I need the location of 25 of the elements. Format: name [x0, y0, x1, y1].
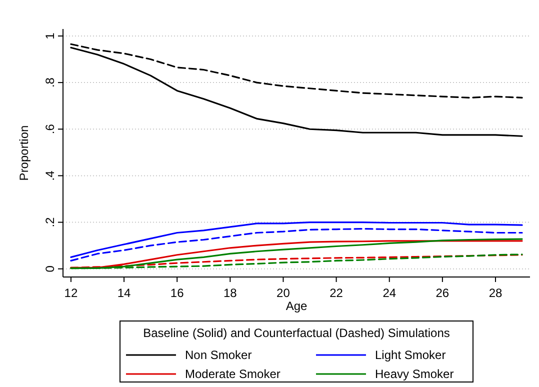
y-tick-label: 0 — [43, 265, 57, 272]
legend-label: Heavy Smoker — [375, 367, 454, 381]
x-tick-label: 12 — [64, 286, 78, 300]
legend-label: Light Smoker — [375, 348, 446, 362]
x-tick-label: 28 — [488, 286, 502, 300]
line-series — [70, 221, 523, 258]
x-tick-label: 14 — [117, 286, 132, 300]
y-tick-label: .8 — [43, 77, 57, 88]
line-series — [70, 43, 523, 98]
x-tick-label: 18 — [223, 286, 238, 300]
x-tick-label: 22 — [330, 286, 344, 300]
x-axis-title: Age — [286, 299, 308, 313]
x-tick-label: 20 — [276, 286, 290, 300]
y-tick-label: .4 — [43, 170, 57, 181]
y-tick-label: .2 — [43, 216, 57, 228]
y-tick-label: .6 — [43, 124, 57, 134]
legend-label: Moderate Smoker — [185, 367, 280, 381]
x-tick-label: 16 — [170, 286, 184, 300]
legend-label: Non Smoker — [185, 348, 252, 362]
y-axis-title: Proportion — [17, 125, 31, 181]
x-tick-label: 24 — [382, 286, 396, 300]
legend-title: Baseline (Solid) and Counterfactual (Dashed) Simulations — [143, 326, 450, 340]
x-tick-label: 26 — [436, 286, 450, 300]
line-series — [70, 46, 523, 137]
y-tick-label: 1 — [43, 32, 57, 40]
